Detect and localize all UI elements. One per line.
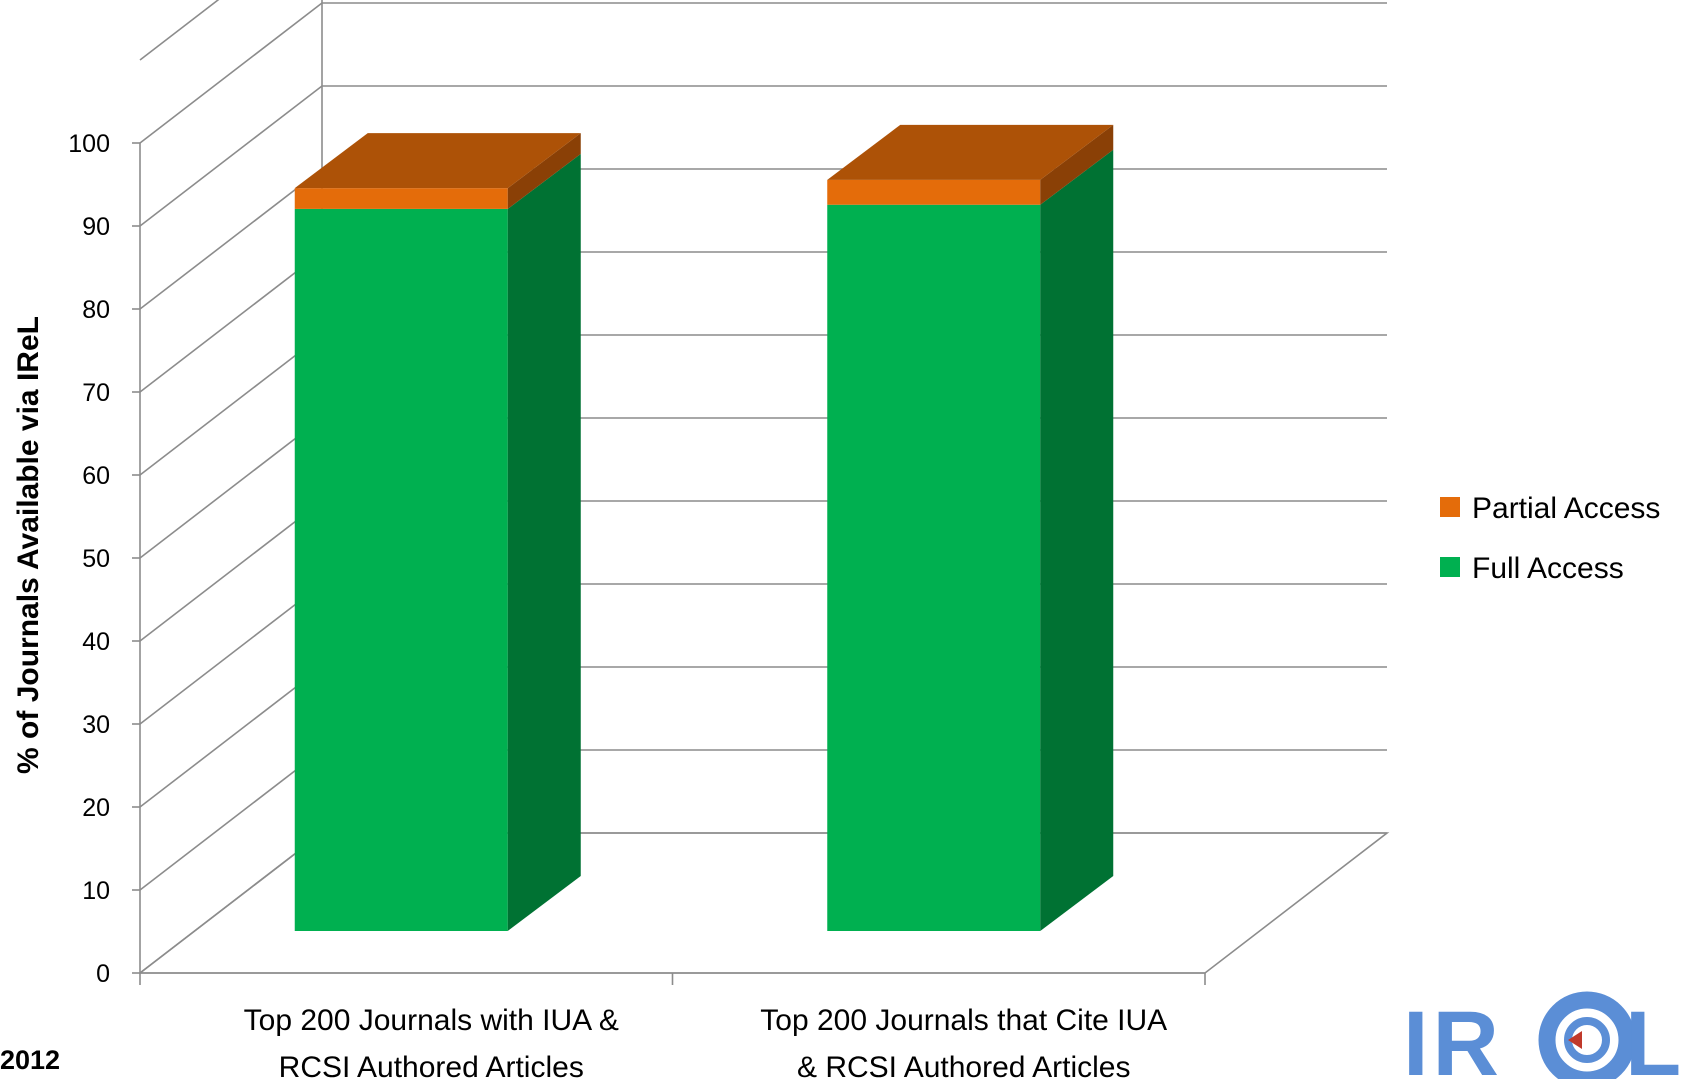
bar-segment-full-access: [294, 153, 581, 931]
bar-side: [1040, 149, 1114, 931]
bar-top: [827, 124, 1114, 180]
bar-side: [507, 133, 581, 209]
logo-letter-right: L: [1625, 993, 1685, 1079]
side-wall-gridline: [139, 334, 323, 476]
y-tick-label: 10: [82, 877, 110, 905]
bar-top: [294, 133, 581, 189]
x-category-label: Top 200 Journals that Cite IUA: [760, 1004, 1167, 1037]
y-tick-label: 30: [82, 711, 110, 739]
y-tick-label: 90: [82, 213, 110, 241]
footnote-year: 2012: [0, 1045, 60, 1075]
legend-label: Partial Access: [1472, 492, 1660, 525]
x-category-label: RCSI Authored Articles: [279, 1051, 584, 1079]
bar-segment-partial-access: [827, 124, 1114, 205]
x-category-label: Top 200 Journals with IUA &: [244, 1004, 619, 1037]
y-tick-label: 70: [82, 379, 110, 407]
bar-segment-partial-access: [294, 133, 581, 209]
side-wall-gridline: [139, 85, 323, 227]
y-axis-title: % of Journals Available via IReL: [12, 316, 45, 774]
x-category-label: & RCSI Authored Articles: [797, 1051, 1131, 1079]
side-wall-gridline: [139, 583, 323, 725]
bar-side: [507, 153, 581, 931]
side-wall-gridline: [139, 168, 323, 310]
irel-logo: IR L: [1403, 991, 1685, 1079]
bar-side: [1040, 124, 1114, 205]
side-wall-gridline: [139, 251, 323, 393]
legend: Partial Access Full Access: [1440, 492, 1660, 585]
bar-front: [294, 208, 508, 931]
chart-axes: [132, 142, 1206, 985]
side-wall-gridline: [139, 666, 323, 808]
legend-label: Full Access: [1472, 552, 1624, 585]
logo-ring: [1538, 991, 1636, 1079]
legend-swatch: [1440, 497, 1460, 517]
y-tick-label: 100: [68, 130, 110, 158]
side-wall-gridline: [139, 832, 323, 974]
bar-front: [827, 179, 1041, 205]
x-category-labels: Top 200 Journals with IUA & RCSI Authored…: [244, 1004, 1168, 1079]
y-tick-label: 0: [96, 960, 110, 988]
bar-front: [827, 204, 1041, 931]
y-tick-label: 50: [82, 545, 110, 573]
side-wall-gridline: [139, 2, 323, 144]
y-tick-label: 80: [82, 296, 110, 324]
side-wall-gridline: [139, 749, 323, 891]
side-wall-gridline: [139, 500, 323, 642]
chart-bars: [294, 124, 1114, 931]
logo-arrow-icon: [1568, 1031, 1582, 1049]
side-wall-gridline: [139, 417, 323, 559]
logo-letters-left: IR: [1403, 993, 1503, 1079]
bar-front: [294, 188, 508, 209]
bar-segment-full-access: [827, 149, 1114, 931]
side-wall-gridline: [139, 0, 220, 61]
legend-swatch: [1440, 557, 1460, 577]
y-tick-label: 40: [82, 628, 110, 656]
y-tick-labels: 0 10 20 30 40 50 60 70 80 90 100: [68, 130, 110, 988]
y-tick-label: 20: [82, 794, 110, 822]
y-tick-label: 60: [82, 462, 110, 490]
